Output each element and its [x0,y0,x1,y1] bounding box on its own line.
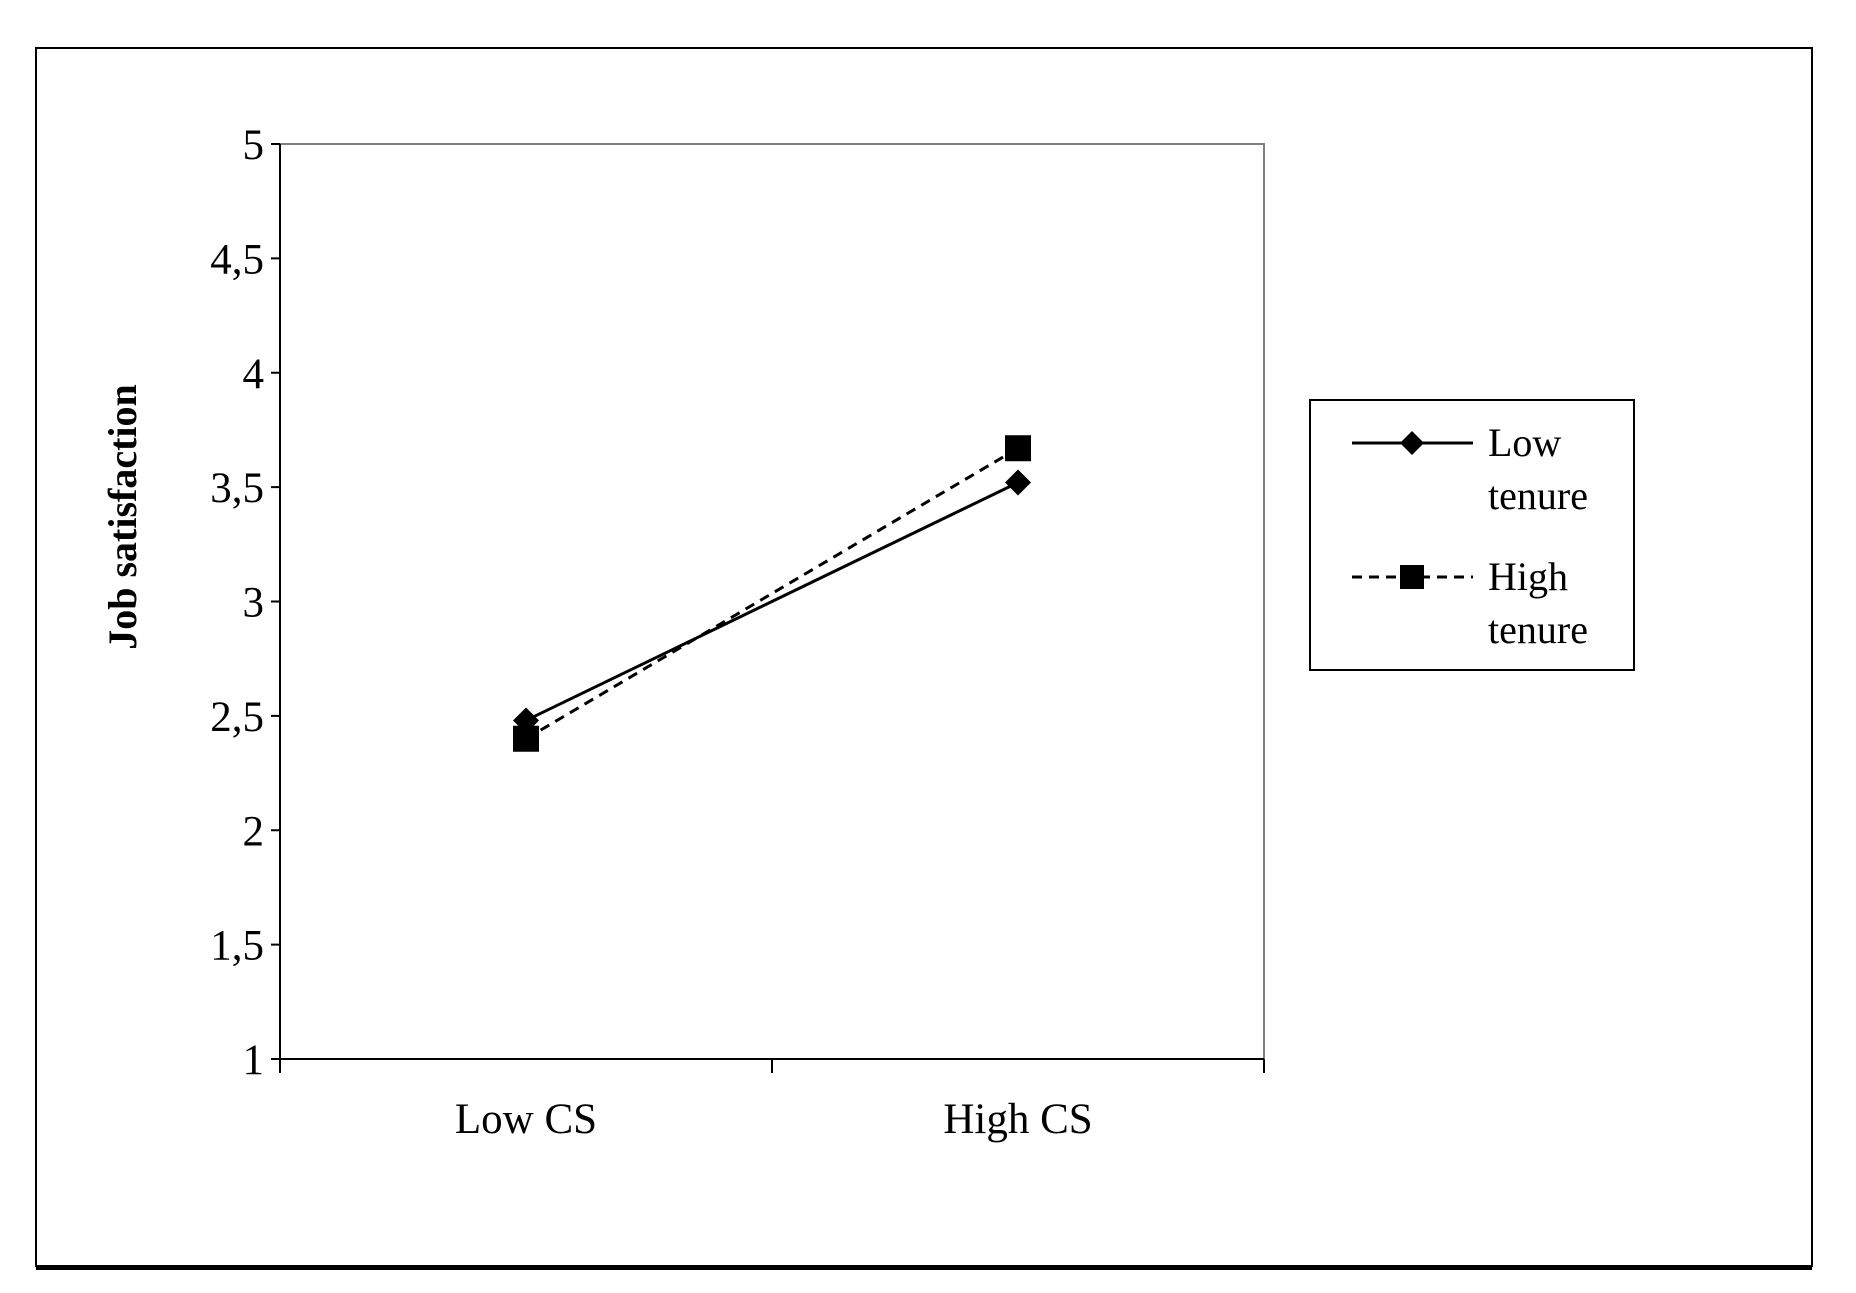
y-tick-label: 4,5 [210,236,264,283]
legend-marker-diamond [1400,431,1424,455]
legend-label-low-tenure-line1: Low [1488,420,1561,465]
y-tick-label: 5 [243,122,265,169]
y-axis-label: Job satisfaction [100,384,145,650]
legend: Low tenure High tenure [1309,399,1635,671]
y-tick-label: 3,5 [210,465,264,512]
legend-label-low-tenure-line2: tenure [1488,473,1588,518]
y-tick-label: 3 [243,580,265,627]
y-tick-label: 1 [243,1037,265,1084]
x-tick-label: Low CS [455,1096,597,1143]
point-marker-square [513,725,539,752]
legend-label-high-tenure-line1: High [1488,554,1568,599]
x-tick-label: High CS [943,1096,1092,1143]
legend-label-high-tenure-line2: tenure [1488,607,1588,652]
y-tick-label: 1,5 [210,923,264,970]
point-marker-diamond [1005,469,1031,496]
y-tick-label: 2 [243,808,265,855]
series-line [525,481,1019,722]
x-ticks: Low CS High CS [279,1059,1265,1143]
legend-box [1309,399,1635,671]
y-ticks: 1 1,5 2 2,5 3 3,5 4 4,5 5 [210,122,280,1084]
legend-marker-square [1400,565,1424,589]
series-layer [513,435,1031,752]
point-marker-square [1005,435,1031,462]
series-line [525,446,1019,741]
y-tick-label: 4 [243,351,265,398]
y-tick-label: 2,5 [210,694,264,741]
